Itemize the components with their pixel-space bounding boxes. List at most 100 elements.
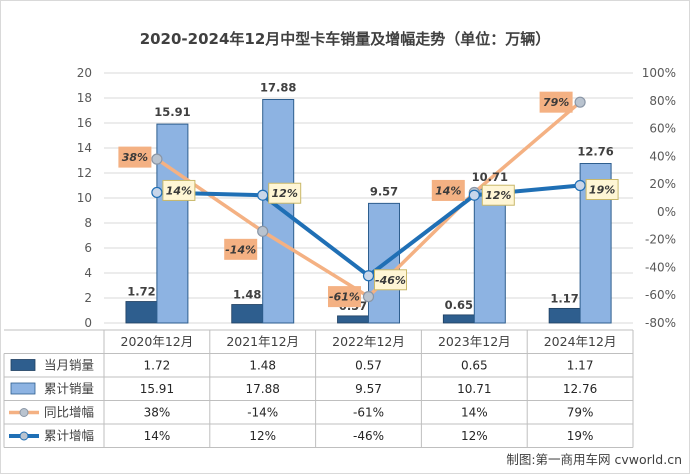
table-cell: 14% — [461, 406, 488, 420]
table-cell: -46% — [353, 429, 384, 443]
y-left-tick-label: 18 — [77, 91, 92, 105]
bar-monthly-sales — [442, 314, 475, 324]
cumulative-growth-label-text: 19% — [589, 184, 615, 197]
table-cell: 15.91 — [140, 382, 174, 396]
axes: 0 2 4 6 8 10 12 14 16 18 20 -80% -60% -40% -20% 0% 20% 40… — [77, 66, 676, 330]
table-cell: 12% — [249, 429, 276, 443]
bar-monthly-sales — [548, 307, 581, 324]
bar-label-cumulative: 12.76 — [577, 145, 613, 159]
legend-key-0 — [10, 359, 36, 371]
y-right-tick-label: 40% — [649, 149, 676, 163]
y-right-tick-label: 80% — [649, 94, 676, 108]
x-category-label: 2021年12月 — [226, 334, 299, 349]
yoy-label-text: -14% — [225, 243, 256, 256]
y-right-tick-label: -80% — [645, 316, 676, 330]
y-right-tick-label: 20% — [649, 177, 676, 191]
y-left-tick-label: 0 — [84, 316, 92, 330]
cumulative-growth-label: -46% — [374, 269, 407, 291]
y-left-tick-label: 6 — [84, 241, 92, 255]
table-cell: 0.57 — [355, 359, 382, 373]
line-point — [151, 153, 163, 165]
y-right-tick-label: 100% — [642, 66, 676, 80]
table-cell: 1.17 — [567, 359, 594, 373]
yoy-label-box — [328, 286, 361, 308]
yoy-label: -14% — [224, 238, 258, 260]
y-left-tick-label: 12 — [77, 166, 92, 180]
yoy-label-box — [431, 179, 465, 201]
y-right-tick-label: 0% — [657, 205, 676, 219]
bar-monthly-sales — [125, 301, 158, 324]
data-labels: 1.7215.911.4817.880.579.570.6510.711.171… — [118, 81, 619, 313]
table-cell: 79% — [567, 406, 594, 420]
line-point — [151, 186, 163, 199]
legend-label: 累计销量 — [44, 381, 94, 396]
cumulative-growth-label-text: 12% — [272, 187, 298, 200]
legend-label: 累计增幅 — [44, 428, 94, 443]
x-category-label: 2020年12月 — [121, 334, 194, 349]
line-point — [257, 189, 269, 201]
cumulative-growth-label-box — [268, 182, 302, 204]
y-right-tick-label: -40% — [645, 260, 676, 274]
table-cell: -14% — [247, 406, 278, 420]
table-cell: 17.88 — [246, 382, 280, 396]
y-left-tick-label: 14 — [77, 141, 92, 155]
yoy-label: 14% — [431, 179, 465, 201]
bar-label-monthly: 0.65 — [445, 298, 473, 312]
yoy-label-text: 38% — [122, 151, 148, 164]
y-left-tick-label: 2 — [84, 291, 92, 305]
y-right-tick-label: 60% — [649, 122, 676, 136]
bar-label-monthly: 1.48 — [233, 288, 261, 302]
table-cell: 14% — [144, 429, 171, 443]
yoy-label-box — [224, 238, 258, 260]
bar-label-cumulative: 9.57 — [370, 184, 398, 198]
bar-cumulative-sales — [156, 123, 189, 324]
cumulative-growth-label: 12% — [268, 182, 302, 204]
yoy-label-box — [118, 146, 152, 168]
line-point — [362, 291, 375, 303]
yoy-label-box — [539, 91, 573, 113]
legend-key-marker-2 — [19, 408, 29, 417]
cumulative-growth-label-text: 14% — [166, 184, 192, 197]
cumulative-growth-label-box — [374, 269, 407, 291]
bar-label-cumulative: 17.88 — [260, 81, 296, 95]
legend-key-marker-3 — [19, 431, 29, 441]
table-cell: 1.48 — [249, 359, 276, 373]
y-left-tick-label: 8 — [84, 216, 92, 230]
table-cell: 12.76 — [563, 382, 597, 396]
cumulative-growth-label: 12% — [481, 184, 515, 206]
legend-label: 当月销量 — [44, 358, 94, 373]
line-point — [362, 270, 375, 282]
cumulative-growth-label-box — [585, 179, 619, 200]
x-category-label: 2024年12月 — [544, 334, 617, 349]
yoy-label-text: 14% — [435, 184, 461, 197]
table-cell: 19% — [567, 429, 594, 443]
watermark: 制图:第一商用车网 cvworld.cn — [506, 452, 682, 467]
table-cell: 10.71 — [457, 382, 491, 396]
yoy-label-text: 79% — [543, 96, 569, 109]
x-category-label: 2023年12月 — [438, 334, 511, 349]
legend-key-1 — [10, 382, 36, 395]
cumulative-growth-label: 14% — [162, 179, 196, 201]
lines — [151, 96, 586, 303]
legend-label: 同比增幅 — [44, 405, 94, 420]
line-point — [257, 225, 269, 237]
yoy-label-text: -61% — [329, 291, 360, 304]
bar-monthly-sales — [337, 315, 369, 324]
bar-label-cumulative: 10.71 — [472, 170, 508, 184]
table-cell: 1.72 — [144, 359, 171, 373]
cumulative-growth-label: 19% — [585, 179, 619, 200]
y-left-tick-label: 10 — [77, 191, 92, 205]
y-left-tick-label: 4 — [84, 266, 92, 280]
bar-label-cumulative: 15.91 — [154, 105, 190, 119]
cumulative-growth-label-text: -46% — [375, 274, 406, 287]
y-left-tick-label: 20 — [77, 66, 92, 80]
bar-label-monthly: 1.72 — [127, 285, 155, 299]
chart-title: 2020-2024年12月中型卡车销量及增幅走势（单位：万辆） — [140, 30, 551, 48]
line-point — [574, 96, 586, 108]
yoy-label: 38% — [118, 146, 152, 168]
yoy-label: 79% — [539, 91, 573, 113]
data-table: 2020年12月 2021年12月 2022年12月 2023年12月 2024年12月… — [3, 329, 634, 448]
bar-cumulative-sales — [473, 188, 506, 324]
table-cell: 9.57 — [355, 382, 382, 396]
